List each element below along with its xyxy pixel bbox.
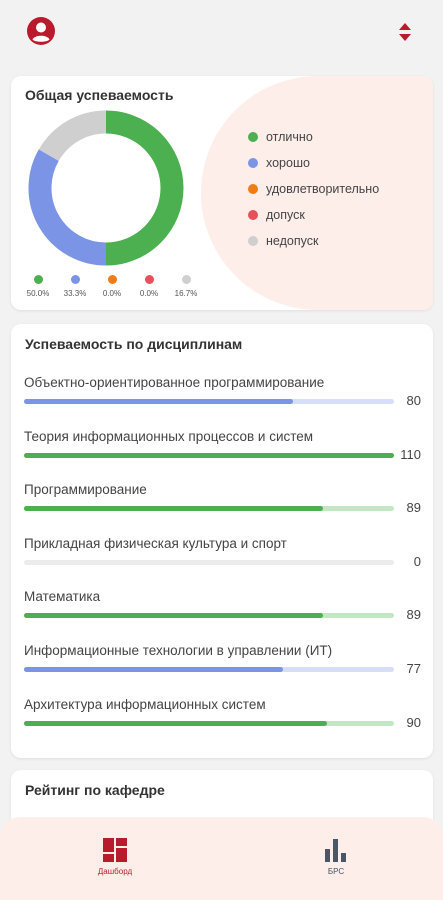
legend-item: недопуск (248, 228, 379, 254)
bottom-navigation: Дашборд БРС (0, 817, 443, 900)
sort-arrows-icon (399, 23, 411, 41)
legend-dot (248, 184, 258, 194)
subject-score: 110 (400, 446, 421, 462)
nav-brs[interactable]: БРС (296, 837, 376, 876)
subject-progress-track (24, 559, 394, 565)
percentage-dot (107, 275, 117, 284)
legend-item: хорошо (248, 150, 379, 176)
subject-row[interactable]: Прикладная физическая культура и спорт 0 (24, 536, 424, 582)
subject-name: Информационные технологии в управлении (… (24, 643, 333, 658)
subject-progress-track (24, 667, 394, 672)
subject-row[interactable]: Программирование 89 (24, 482, 424, 528)
percentage-item: 50.0% (23, 275, 53, 298)
subject-progress-fill (24, 613, 324, 619)
percentage-value: 50.0% (26, 289, 50, 298)
legend-item: удовлетворительно (248, 176, 379, 202)
dashboard-icon (103, 838, 127, 862)
percentage-value: 0.0% (102, 289, 122, 298)
subject-row[interactable]: Архитектура информационных систем 90 (24, 697, 424, 743)
subject-row[interactable]: Теория информационных процессов и систем… (24, 429, 424, 475)
subject-progress-track (24, 506, 394, 512)
subject-name: Теория информационных процессов и систем (24, 428, 314, 444)
subject-score: 77 (406, 661, 421, 676)
subject-name: Прикладная физическая культура и спорт (24, 535, 287, 551)
subject-score: 89 (406, 500, 421, 516)
subject-progress-track (24, 452, 394, 458)
subject-score: 89 (406, 607, 421, 623)
percentage-item: 16.7% (171, 275, 201, 298)
profile-button[interactable] (26, 16, 56, 46)
percentage-value: 0.0% (139, 289, 159, 298)
donut-chart (28, 110, 184, 266)
legend-label: отлично (266, 130, 313, 144)
subject-progress-fill (24, 720, 327, 726)
overall-performance-card: Общая успеваемость 50.0% 33.3% 0.0% 0.0% 16.… (11, 76, 433, 310)
subject-progress-track (24, 613, 394, 619)
percentage-dot (181, 275, 191, 284)
donut-slice-4 (38, 110, 107, 162)
percentage-item: 33.3% (60, 275, 90, 298)
subject-name: Архитектура информационных систем (24, 696, 266, 712)
legend-label: недопуск (266, 234, 319, 248)
donut-slice-0 (105, 110, 184, 266)
top-bar (0, 0, 443, 66)
percentage-dot (144, 275, 154, 284)
subject-score: 80 (406, 393, 421, 408)
subject-progress-fill (24, 399, 294, 404)
legend-dot (248, 158, 258, 168)
nav-brs-label: БРС (327, 867, 345, 876)
subject-row[interactable]: Математика 89 (24, 589, 424, 635)
percentage-item: 0.0% (97, 275, 127, 298)
subject-name: Объектно-ориентированное программировани… (24, 375, 325, 390)
legend-item: отлично (248, 124, 379, 150)
percentage-dot (33, 275, 43, 284)
subject-name: Программирование (24, 482, 147, 498)
nav-dashboard-label: Дашборд (97, 867, 133, 876)
nav-dashboard[interactable]: Дашборд (75, 837, 155, 876)
chart-legend: отлично хорошо удовлетворительно допуск недо… (248, 124, 379, 254)
subject-progress-track (24, 399, 394, 404)
subject-score: 90 (406, 714, 421, 730)
legend-label: допуск (266, 208, 305, 222)
card-title: Общая успеваемость (25, 87, 174, 103)
subject-row[interactable]: Объектно-ориентированное программировани… (24, 375, 424, 421)
card-title: Рейтинг по кафедре (25, 782, 165, 798)
bar-chart-icon (325, 839, 346, 862)
percentage-item: 0.0% (134, 275, 164, 298)
subject-name: Математика (24, 589, 101, 605)
subject-row[interactable]: Информационные технологии в управлении (… (24, 643, 424, 689)
legend-dot (248, 132, 258, 142)
legend-dot (248, 236, 258, 246)
percentage-dot (70, 275, 80, 284)
card-title: Успеваемость по дисциплинам (25, 336, 243, 352)
percentage-value: 33.3% (63, 289, 87, 298)
percentage-value: 16.7% (174, 289, 198, 298)
subject-score: 0 (413, 553, 421, 569)
legend-background (201, 76, 433, 310)
subject-progress-fill (24, 452, 394, 458)
legend-label: хорошо (266, 156, 310, 170)
donut-slice-1 (28, 149, 107, 266)
legend-dot (248, 210, 258, 220)
subject-progress-track (24, 720, 394, 726)
subject-progress-fill (24, 667, 283, 672)
account-circle-icon (27, 17, 55, 45)
subject-progress-fill (24, 506, 324, 512)
sort-button[interactable] (397, 20, 413, 44)
legend-label: удовлетворительно (266, 182, 380, 196)
legend-item: допуск (248, 202, 379, 228)
subjects-performance-card: Успеваемость по дисциплинам Объектно-ори… (11, 324, 433, 758)
